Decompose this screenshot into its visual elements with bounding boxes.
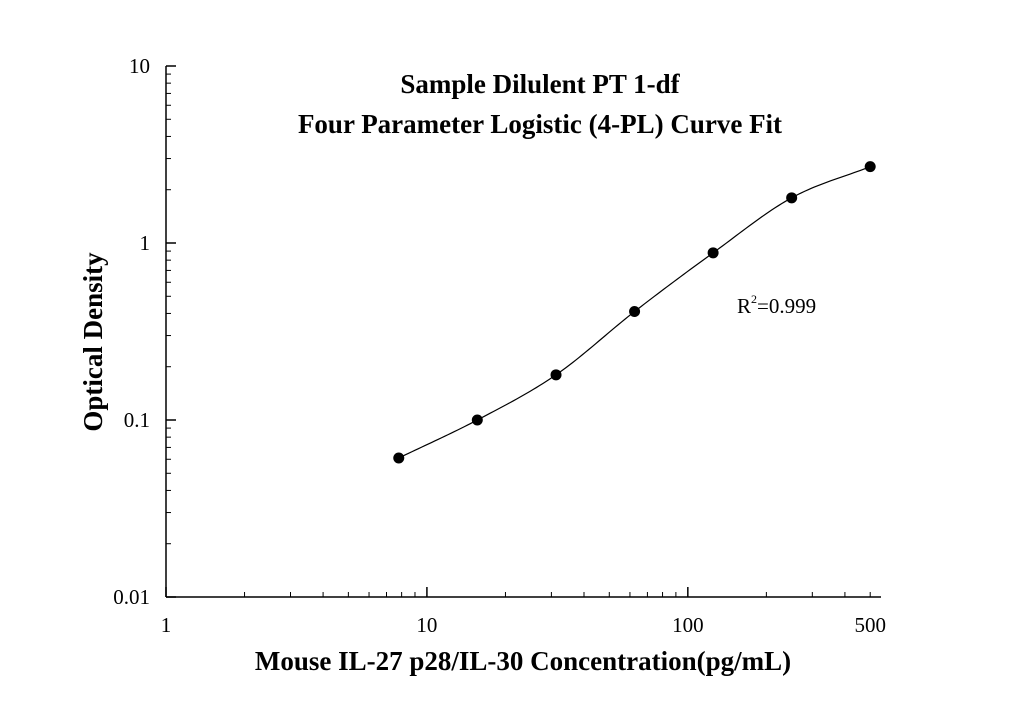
data-points [393, 161, 876, 464]
x-axis-title: Mouse IL-27 p28/IL-30 Concentration(pg/m… [255, 646, 791, 676]
y-tick-label: 0.1 [124, 408, 150, 432]
data-point [629, 306, 641, 318]
r-squared-annotation: R2=0.999 [737, 292, 816, 318]
data-point [393, 452, 405, 464]
data-point [864, 161, 876, 173]
data-point [471, 414, 483, 426]
axes [165, 66, 881, 598]
chart-title: Sample Dilulent PT 1-df [400, 69, 680, 99]
tick-labels: 0.01 0.1 1 10 1 10 100 500 [113, 54, 886, 637]
x-tick-label: 10 [416, 613, 437, 637]
r-value: =0.999 [757, 294, 816, 318]
chart-subtitle: Four Parameter Logistic (4-PL) Curve Fit [298, 109, 782, 139]
data-point [550, 369, 562, 381]
data-point [707, 247, 719, 259]
r-label: R [737, 294, 751, 318]
r-superscript: 2 [751, 292, 757, 306]
y-tick-label: 0.01 [113, 585, 150, 609]
x-tick-label: 500 [854, 613, 886, 637]
y-tick-label: 1 [140, 231, 151, 255]
y-axis-title: Optical Density [78, 252, 108, 432]
data-point [786, 192, 798, 204]
x-tick-label: 100 [672, 613, 704, 637]
x-tick-label: 1 [161, 613, 172, 637]
ticks [165, 65, 871, 598]
y-tick-label: 10 [129, 54, 150, 78]
